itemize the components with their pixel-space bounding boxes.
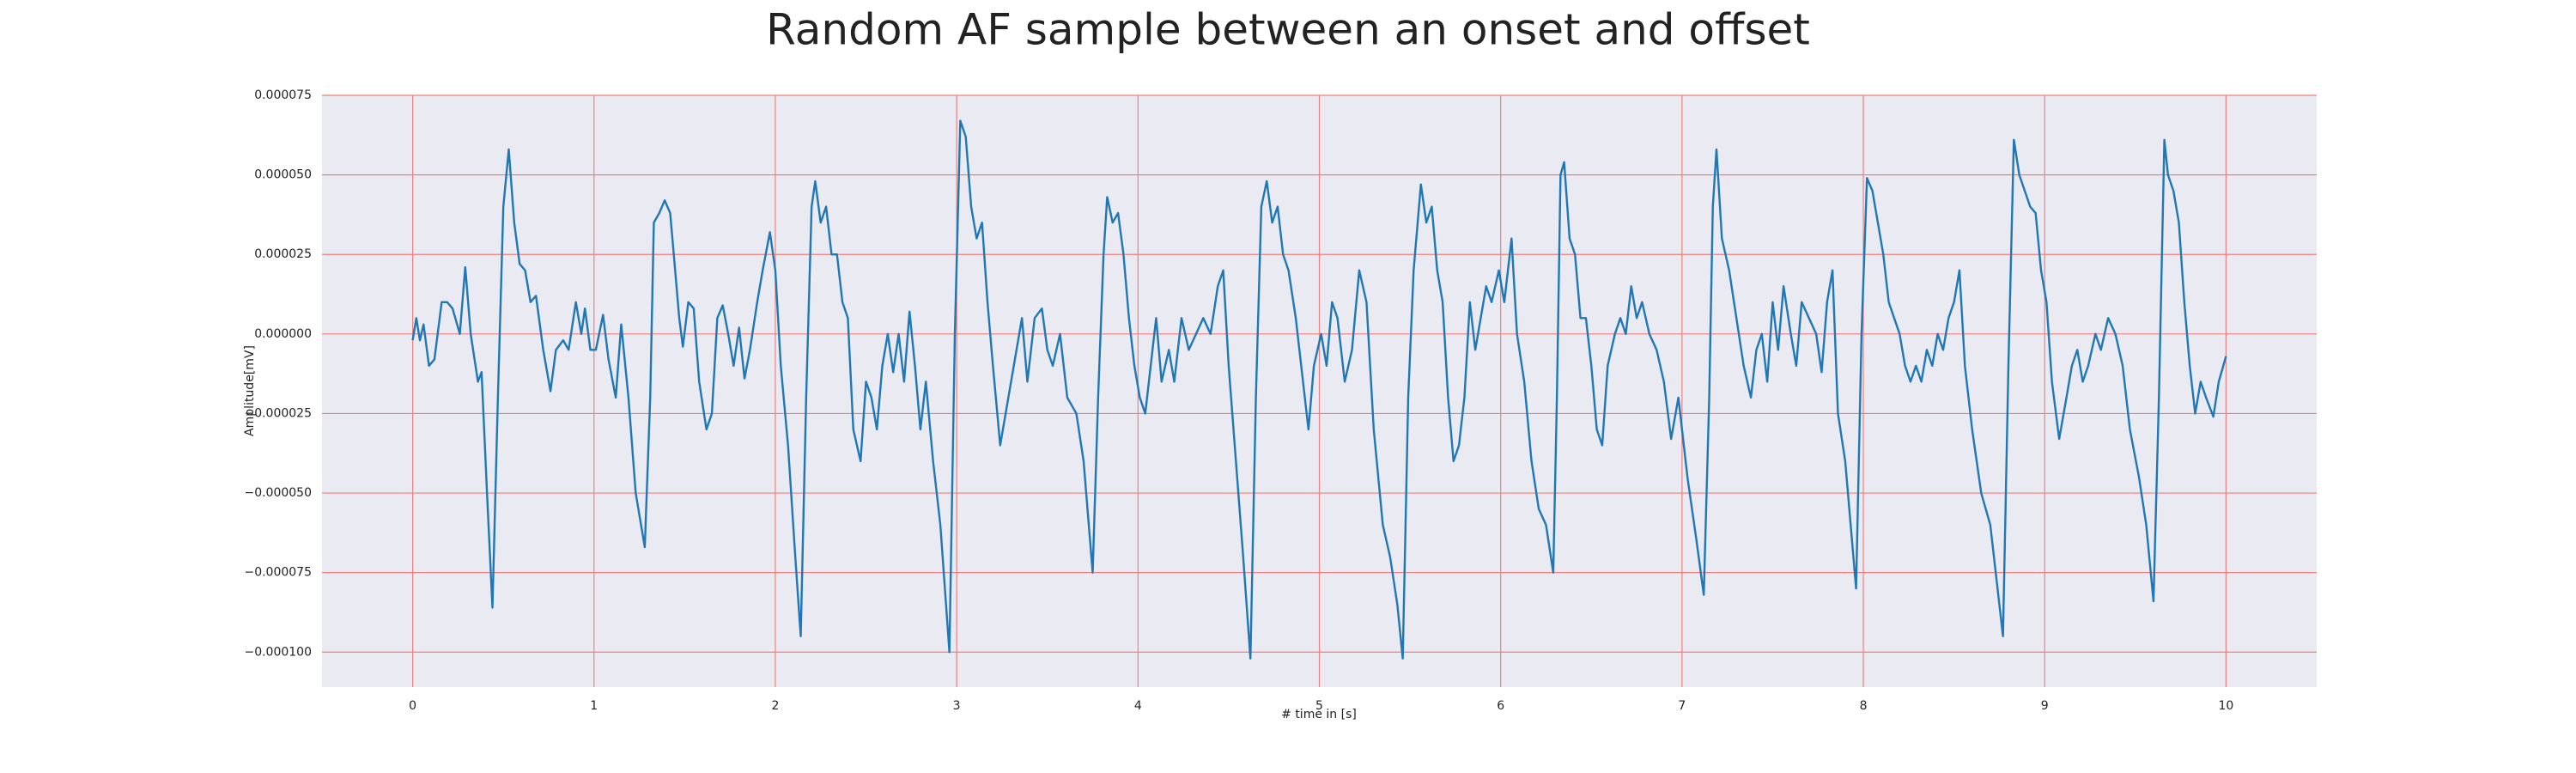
chart-title: Random AF sample between an onset and of… (766, 5, 1810, 55)
x-tick-label: 0 (409, 699, 416, 713)
y-tick-label: −0.000025 (244, 406, 312, 420)
y-tick-label: 0.000075 (254, 88, 312, 102)
x-tick-label: 5 (1315, 699, 1323, 713)
y-tick-label: 0.000025 (254, 247, 312, 261)
x-tick-label: 1 (590, 699, 598, 713)
x-tick-label: 8 (1860, 699, 1868, 713)
x-tick-label: 2 (771, 699, 779, 713)
x-tick-label: 4 (1134, 699, 1142, 713)
x-tick-label: 6 (1497, 699, 1504, 713)
y-tick-label: 0.000050 (254, 168, 312, 182)
x-tick-label: 9 (2041, 699, 2049, 713)
y-axis-label: Amplitude[mV] (243, 345, 257, 436)
y-tick-label: −0.000100 (244, 645, 312, 659)
x-tick-label: 10 (2218, 699, 2233, 713)
y-tick-label: −0.000075 (244, 566, 312, 580)
signal-line (411, 119, 2227, 660)
y-tick-label: −0.000050 (244, 486, 312, 500)
x-tick-label: 7 (1678, 699, 1686, 713)
x-axis-label: # time in [s] (1281, 708, 1357, 721)
x-tick-label: 3 (953, 699, 961, 713)
y-tick-label: 0.000000 (254, 327, 312, 341)
